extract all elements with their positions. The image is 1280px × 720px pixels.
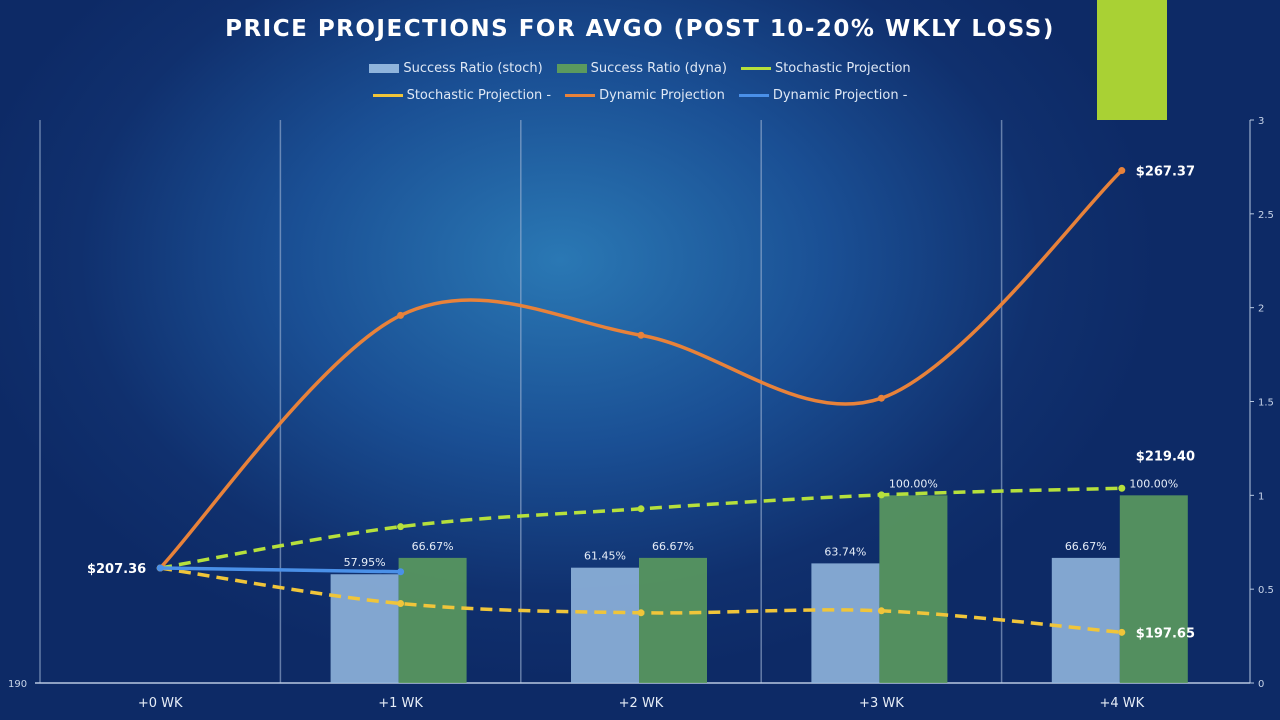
series-line xyxy=(160,566,401,574)
legend-label: Success Ratio (stoch) xyxy=(403,61,543,76)
data-point xyxy=(637,609,645,617)
right-tick-label: 0 xyxy=(1258,679,1264,690)
legend-label: Dynamic Projection xyxy=(599,88,725,103)
legend-swatch xyxy=(556,64,587,73)
start-value-label: $207.36 xyxy=(87,562,146,577)
x-tick-label: +3 WK xyxy=(859,696,904,711)
left-tick-label: 190 xyxy=(8,679,27,690)
legend-label: Dynamic Projection - xyxy=(772,88,908,103)
legend-item: Stochastic Projection - xyxy=(372,88,552,103)
right-tick-label: 1 xyxy=(1258,491,1264,502)
legend-item: Stochastic Projection xyxy=(740,61,911,76)
accent-block xyxy=(1097,0,1167,120)
x-tick-label: +4 WK xyxy=(1099,696,1144,711)
data-point xyxy=(397,568,405,576)
bar xyxy=(1119,495,1188,683)
bar xyxy=(330,574,399,683)
legend-row-2: Stochastic Projection - Dynamic Projectio… xyxy=(0,88,1280,103)
bar-label: 61.45% xyxy=(584,550,626,563)
x-tick-label: +1 WK xyxy=(378,696,423,711)
bar xyxy=(639,557,707,683)
bar xyxy=(1051,557,1120,683)
x-tick-label: +0 WK xyxy=(138,696,183,711)
bar-label: 100.00% xyxy=(1129,477,1178,490)
legend-item: Dynamic Projection xyxy=(565,88,725,103)
legend-item: Dynamic Projection - xyxy=(738,88,908,103)
data-point xyxy=(1118,167,1126,175)
data-point xyxy=(877,607,885,615)
legend-item: Success Ratio (dyna) xyxy=(556,61,727,76)
right-tick-label: 0.5 xyxy=(1258,585,1274,596)
series-line xyxy=(159,486,1122,570)
chart-title: PRICE PROJECTIONS FOR AVGO (POST 10-20% … xyxy=(225,16,1055,42)
bar-label: 63.74% xyxy=(824,545,866,558)
legend-swatch xyxy=(740,67,771,70)
data-point xyxy=(397,311,405,319)
right-tick-label: 2 xyxy=(1258,304,1264,315)
bar xyxy=(879,495,948,683)
bar-label: 100.00% xyxy=(889,477,938,490)
legend-label: Stochastic Projection xyxy=(774,61,911,76)
data-point xyxy=(397,600,405,608)
legend-swatch xyxy=(738,94,769,97)
x-tick-label: +2 WK xyxy=(619,696,664,711)
bar-label: 66.67% xyxy=(652,540,694,553)
legend-item: Success Ratio (stoch) xyxy=(369,61,543,76)
data-point xyxy=(877,394,885,402)
end-value-label: $197.65 xyxy=(1136,626,1195,641)
data-point xyxy=(637,505,645,513)
data-point xyxy=(1118,628,1126,636)
legend-swatch xyxy=(565,94,596,97)
legend-swatch xyxy=(369,64,400,73)
bar xyxy=(811,563,880,683)
bar xyxy=(398,557,467,683)
legend-label: Success Ratio (dyna) xyxy=(590,61,727,76)
data-point xyxy=(1118,484,1126,492)
right-tick-label: 2.5 xyxy=(1258,210,1274,221)
legend-label: Stochastic Projection - xyxy=(406,88,552,103)
right-tick-label: 3 xyxy=(1258,116,1264,127)
bar xyxy=(571,567,639,683)
data-point xyxy=(637,331,645,339)
data-point xyxy=(397,523,405,531)
bar-label: 66.67% xyxy=(412,540,454,553)
data-point xyxy=(877,491,885,499)
data-point xyxy=(156,564,164,572)
legend-swatch xyxy=(372,94,403,97)
right-tick-label: 1.5 xyxy=(1258,398,1274,409)
bar-label: 57.95% xyxy=(344,556,386,569)
legend-row-1: Success Ratio (stoch) Success Ratio (dyna… xyxy=(0,61,1280,76)
bar-label: 66.67% xyxy=(1065,540,1107,553)
end-value-label: $219.40 xyxy=(1136,449,1195,464)
end-value-label: $267.37 xyxy=(1136,165,1195,180)
